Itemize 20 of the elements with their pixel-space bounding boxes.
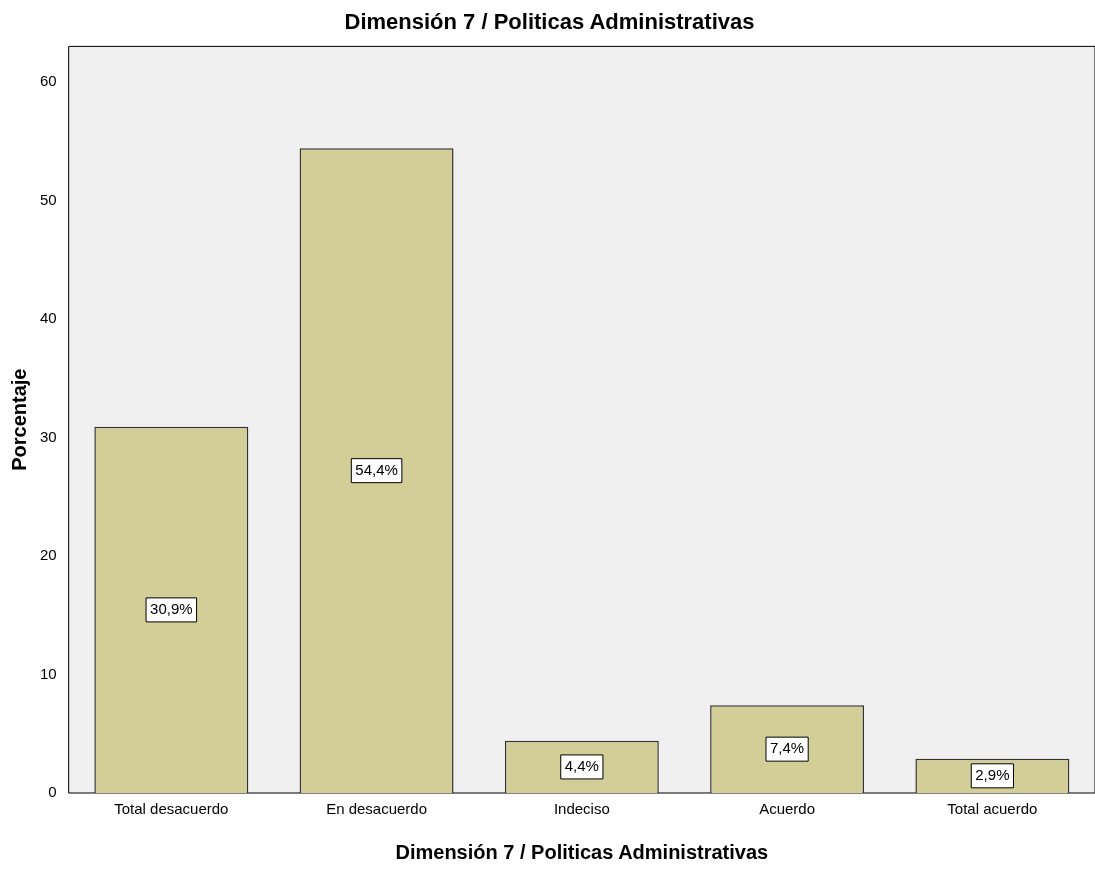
y-tick-label: 30 — [40, 427, 57, 445]
y-tick-label: 0 — [48, 783, 57, 801]
chart-title: Dimensión 7 / Politicas Administrativas — [344, 9, 755, 35]
data-label: 4,4% — [564, 757, 599, 775]
y-tick-label: 40 — [40, 309, 57, 327]
x-tick-label: Acuerdo — [759, 800, 816, 818]
y-tick-label: 20 — [40, 546, 57, 564]
y-tick-label: 50 — [40, 190, 57, 208]
y-tick-label: 10 — [40, 664, 57, 682]
x-axis-title: Dimensión 7 / Politicas Administrativas — [395, 840, 769, 863]
x-tick-label: Indeciso — [553, 800, 610, 818]
y-tick-label: 60 — [40, 72, 57, 90]
x-tick-label: Total desacuerdo — [114, 800, 229, 818]
x-tick-label: Total acuerdo — [947, 800, 1038, 818]
data-label: 30,9% — [150, 600, 193, 618]
y-axis-title: Porcentaje — [7, 368, 30, 471]
data-label: 2,9% — [975, 765, 1010, 783]
x-tick-label: En desacuerdo — [326, 800, 428, 818]
data-label: 54,4% — [355, 460, 398, 478]
data-label: 7,4% — [770, 739, 805, 757]
